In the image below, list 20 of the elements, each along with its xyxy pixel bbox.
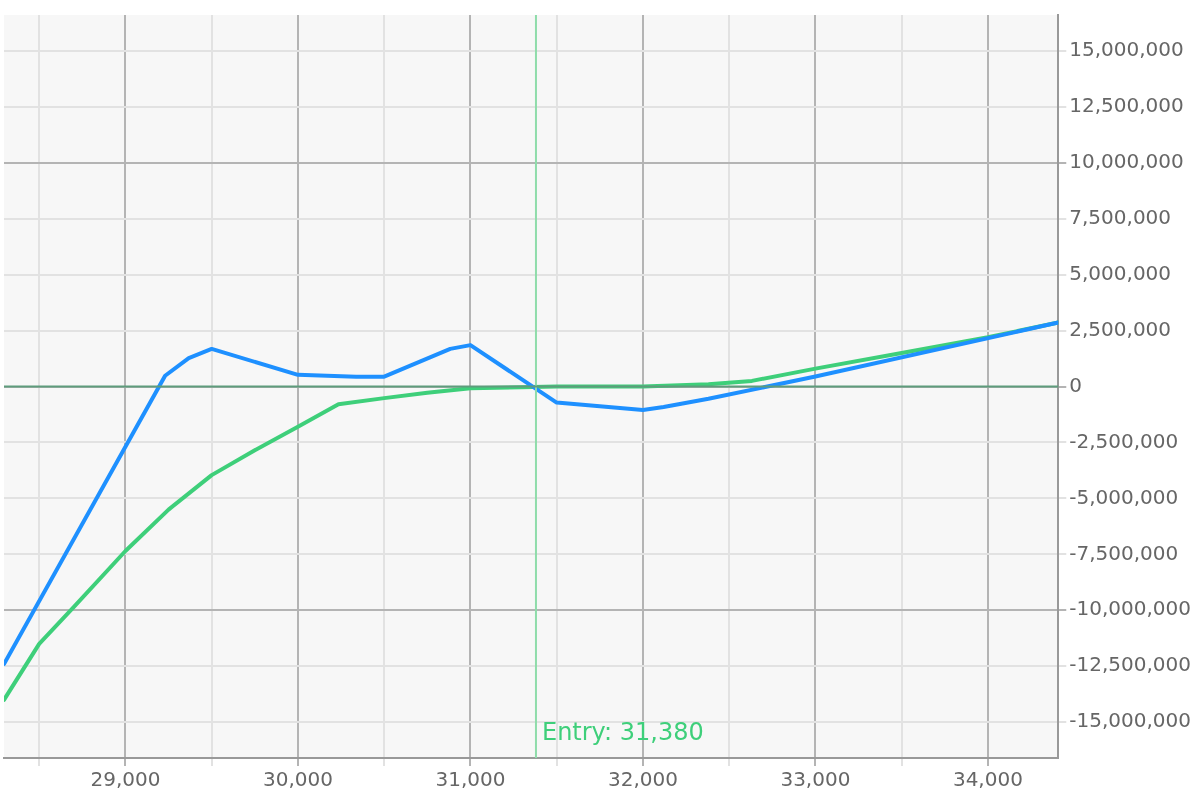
x-tick-label: 33,000	[780, 767, 851, 792]
y-tick-label: 5,000,000	[1069, 260, 1172, 285]
x-tick-label: 32,000	[607, 767, 678, 792]
y-tick-label: -5,000,000	[1069, 484, 1179, 509]
ref-line-label: Entry: 31,380	[541, 718, 704, 747]
y-tick-label: -7,500,000	[1069, 540, 1179, 565]
y-tick-label: 12,500,000	[1069, 92, 1184, 117]
y-tick-label: -15,000,000	[1069, 708, 1192, 733]
y-tick-label: -2,500,000	[1069, 428, 1179, 453]
y-tick-label: 7,500,000	[1069, 204, 1172, 229]
y-tick-label: -12,500,000	[1069, 652, 1192, 677]
x-tick-label: 34,000	[952, 767, 1023, 792]
x-tick-label: 30,000	[262, 767, 333, 792]
x-tick-label: 29,000	[90, 767, 161, 792]
y-tick-label: 0	[1069, 372, 1083, 397]
y-tick-label: 15,000,000	[1069, 37, 1184, 62]
x-tick-label: 31,000	[435, 767, 506, 792]
y-tick-label: 10,000,000	[1069, 148, 1184, 173]
y-tick-label: -10,000,000	[1069, 596, 1192, 621]
y-tick-label: 2,500,000	[1069, 316, 1172, 341]
